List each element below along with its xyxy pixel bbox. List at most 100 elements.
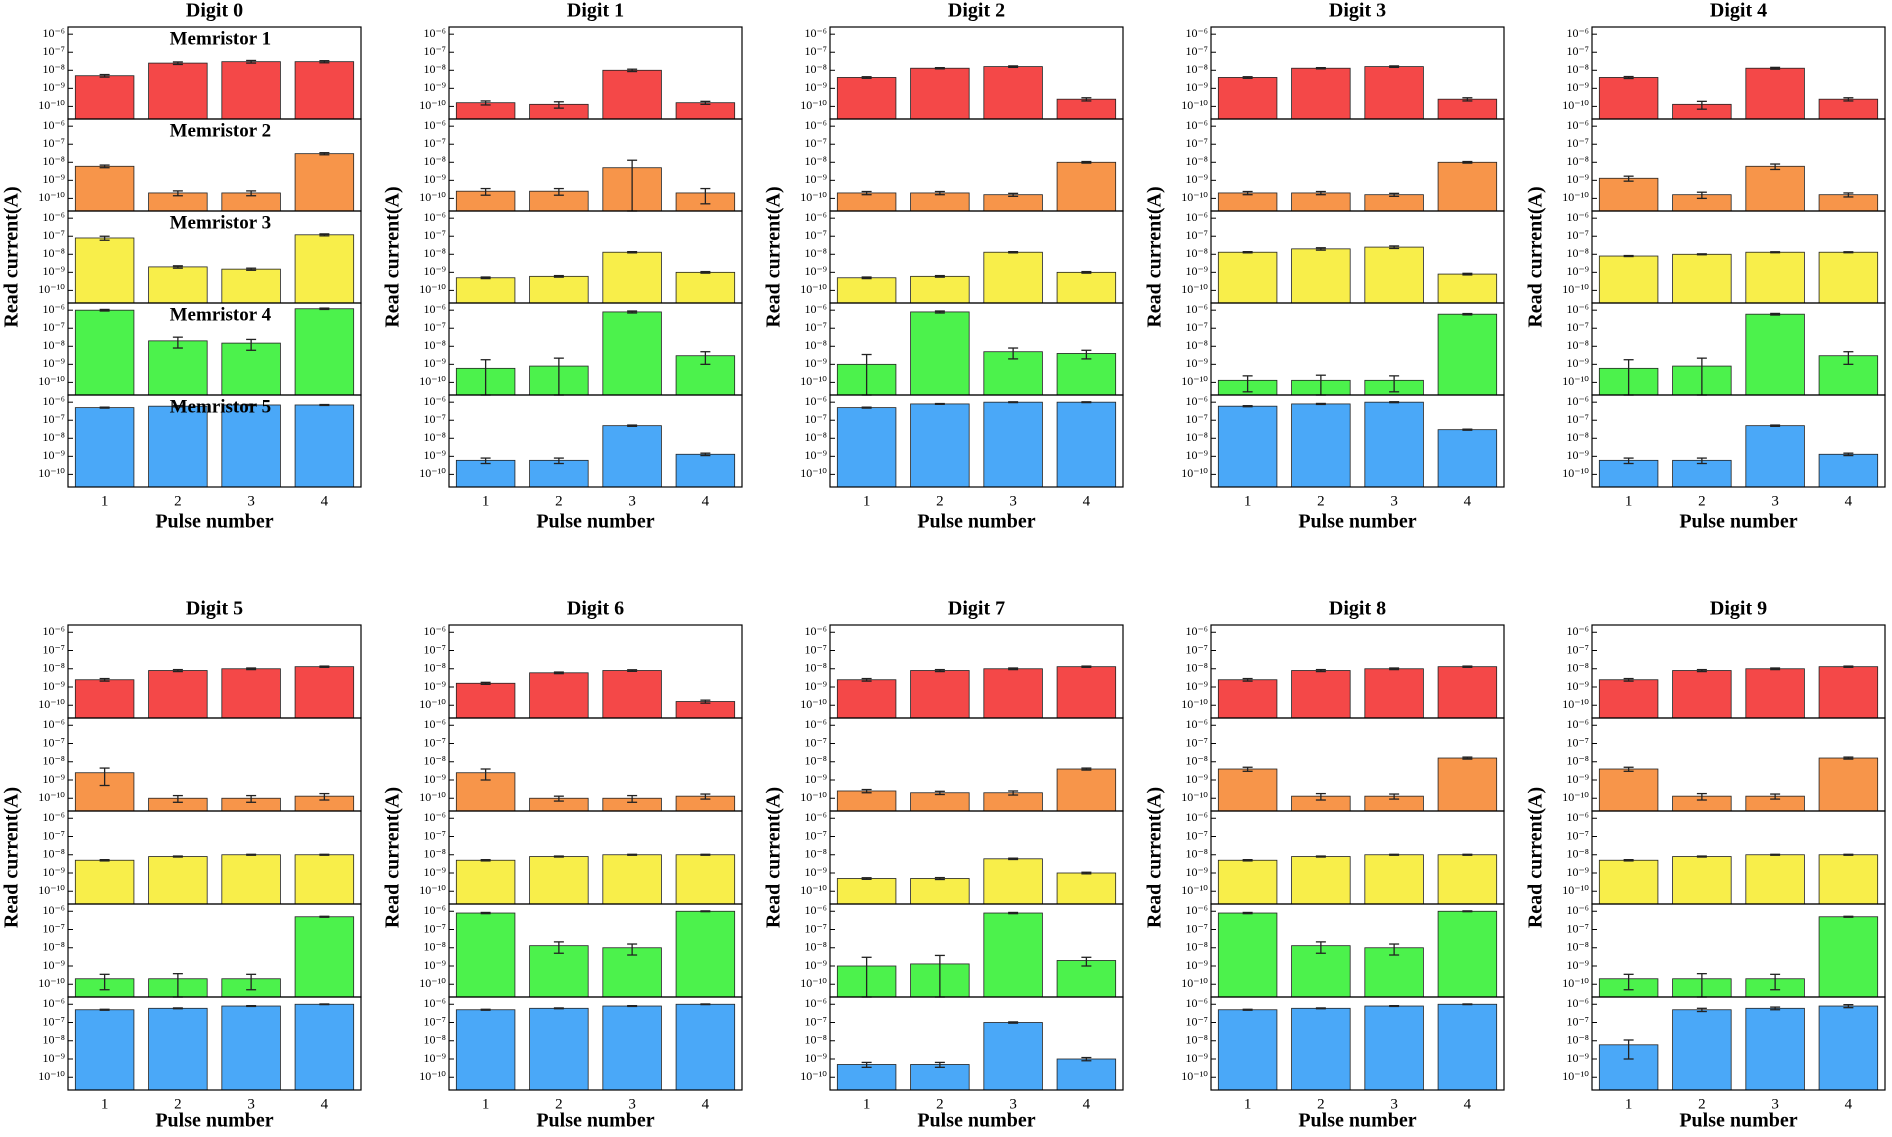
y-tick-label: 10⁻⁷	[42, 921, 65, 935]
y-axis-label: Read current(A)	[1, 186, 23, 327]
y-tick-label: 10⁻⁹	[804, 1051, 827, 1065]
x-tick-label: 3	[628, 1096, 636, 1112]
y-tick-label: 10⁻⁶	[804, 903, 827, 917]
y-tick-label: 10⁻⁷	[1185, 642, 1208, 656]
error-bar	[1462, 853, 1473, 856]
bar	[675, 910, 736, 998]
x-tick-label: 2	[1698, 493, 1706, 509]
y-tick-label: 10⁻⁶	[1566, 394, 1589, 408]
y-tick-label: 10⁻⁹	[423, 264, 446, 278]
bar	[1437, 757, 1498, 812]
y-axis-label: Read current(A)	[382, 787, 404, 928]
y-tick-label: 10⁻⁷	[1185, 735, 1208, 749]
y-tick-label: 10⁻⁹	[42, 772, 65, 786]
y-tick-label: 10⁻⁶	[42, 903, 65, 917]
error-bar	[319, 665, 330, 668]
x-axis-label: Pulse number	[917, 511, 1035, 533]
x-axis-label: Pulse number	[1679, 1110, 1797, 1132]
error-bar	[1008, 790, 1019, 796]
bar	[1217, 1009, 1278, 1091]
y-tick-label: 10⁻⁶	[804, 302, 827, 316]
error-bar	[1389, 192, 1400, 197]
panel-name: Memristor 2	[170, 120, 271, 141]
error-bar	[1008, 192, 1019, 197]
error-bar	[553, 457, 564, 465]
bar	[836, 790, 897, 812]
chart-title: Digit 3	[1329, 0, 1386, 22]
bar	[455, 682, 516, 719]
bar	[1056, 353, 1117, 396]
y-tick-label: 10⁻⁶	[804, 996, 827, 1010]
bar	[910, 1064, 970, 1091]
x-axis-label: Pulse number	[1298, 511, 1416, 533]
y-tick-label: 10⁻⁹	[42, 1051, 65, 1065]
bar	[836, 407, 897, 488]
error-bar	[1242, 677, 1253, 682]
y-tick-label: 10⁻⁶	[423, 717, 446, 731]
y-tick-label: 10⁻⁶	[42, 394, 65, 408]
bar	[836, 878, 897, 905]
error-bar	[1315, 792, 1326, 801]
error-bar	[1081, 665, 1092, 668]
error-bar	[700, 100, 711, 105]
y-tick-label: 10⁻⁸	[423, 62, 446, 76]
error-bar	[1389, 1004, 1400, 1008]
bar	[1818, 757, 1879, 812]
bar	[1217, 77, 1278, 120]
y-tick-label: 10⁻⁶	[423, 302, 446, 316]
y-tick-label: 10⁻⁹	[42, 356, 65, 370]
error-bar	[246, 190, 257, 197]
error-bar	[934, 790, 945, 796]
x-axis-label: Pulse number	[536, 1110, 654, 1132]
bar	[221, 668, 281, 719]
error-bar	[1462, 312, 1473, 316]
bar	[1364, 66, 1424, 120]
y-tick-label: 10⁻⁶	[423, 210, 446, 224]
bar	[529, 672, 589, 719]
bar	[602, 425, 662, 488]
bar	[1745, 67, 1805, 120]
y-tick-label: 10⁻⁷	[42, 228, 65, 242]
y-tick-label: 10⁻⁹	[423, 80, 446, 94]
error-bar	[1770, 424, 1781, 427]
y-tick-label: 10⁻⁸	[804, 154, 827, 168]
error-bar	[861, 788, 872, 794]
bar	[1056, 872, 1117, 905]
bar	[910, 792, 970, 812]
error-bar	[1843, 665, 1854, 668]
bar	[1672, 459, 1732, 488]
error-bar	[319, 233, 330, 237]
error-bar	[700, 270, 711, 274]
bar	[1217, 859, 1278, 905]
y-tick-label: 10⁻⁹	[804, 679, 827, 693]
y-tick-label: 10⁻⁶	[42, 302, 65, 316]
error-bar	[553, 855, 564, 858]
y-tick-label: 10⁻⁸	[423, 246, 446, 260]
y-tick-label: 10⁻¹⁰	[419, 190, 446, 204]
y-tick-label: 10⁻⁸	[42, 62, 65, 76]
x-tick-label: 1	[1625, 493, 1633, 509]
y-tick-label: 10⁻⁷	[42, 320, 65, 334]
error-bar	[319, 403, 330, 407]
error-bar	[1462, 97, 1473, 102]
y-tick-label: 10⁻⁸	[1185, 940, 1208, 954]
bar	[74, 237, 135, 304]
error-bar	[1242, 375, 1253, 393]
y-tick-label: 10⁻⁷	[1185, 228, 1208, 242]
y-tick-label: 10⁻⁸	[1566, 246, 1589, 260]
error-bar	[319, 60, 330, 64]
y-tick-label: 10⁻⁹	[804, 80, 827, 94]
error-bar	[1843, 853, 1854, 856]
bar	[836, 1064, 897, 1091]
bar	[1598, 859, 1659, 905]
y-tick-label: 10⁻⁶	[423, 394, 446, 408]
error-bar	[934, 876, 945, 881]
error-bar	[99, 73, 110, 78]
error-bar	[1242, 190, 1253, 196]
error-bar	[1843, 915, 1854, 918]
bar	[983, 1022, 1043, 1091]
error-bar	[934, 402, 945, 405]
y-tick-label: 10⁻⁸	[804, 754, 827, 768]
bar	[1056, 271, 1117, 304]
y-tick-label: 10⁻⁷	[423, 642, 446, 656]
